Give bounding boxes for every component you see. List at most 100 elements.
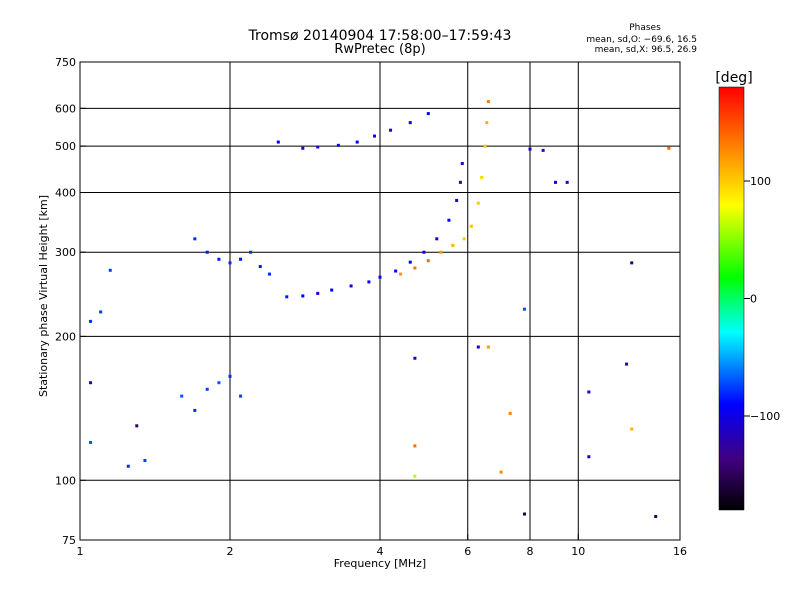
echo-point-scattered-echoes <box>625 362 629 366</box>
echo-point-spread-f-cluster <box>239 257 243 261</box>
echo-point-f2-x-mode-trace <box>485 121 489 125</box>
phases-line-o: mean, sd,O: −69.6, 16.5 <box>586 35 697 45</box>
x-tick-label: 16 <box>673 545 687 558</box>
echo-point-scattered-echoes <box>89 381 93 385</box>
y-tick-label: 400 <box>55 186 76 199</box>
echo-point-f2-x-mode-trace <box>486 100 490 104</box>
echo-point-spread-f-cluster <box>258 265 262 269</box>
y-tick-label: 300 <box>55 246 76 259</box>
grid-lines <box>80 62 680 540</box>
echo-point-f2-o-mode-trace <box>447 218 451 222</box>
echo-point-upper-oblique-trace <box>301 146 305 150</box>
y-tick-label: 600 <box>55 102 76 115</box>
echo-point-upper-oblique-trace <box>426 112 430 116</box>
echo-point-f2-o-mode-trace <box>422 250 426 254</box>
echo-point-low-frequency-echoes <box>89 319 93 323</box>
echo-point-scattered-echoes <box>553 180 557 184</box>
x-tick-label: 2 <box>227 545 234 558</box>
chart-subtitle: RwPretec (8p) <box>334 42 425 57</box>
echo-point-f2-o-mode-trace <box>378 275 382 279</box>
echo-point-low-echo-cluster <box>180 394 184 398</box>
x-tick-label: 6 <box>464 545 471 558</box>
y-tick-label: 200 <box>55 330 76 343</box>
echo-point-f2-o-mode-trace <box>435 237 439 241</box>
echo-point-spread-f-cluster <box>217 257 221 261</box>
echo-point-f2-x-mode-trace <box>480 175 484 179</box>
echo-point-scattered-echoes <box>541 148 545 152</box>
echo-point-upper-oblique-trace <box>316 145 320 149</box>
colorbar <box>718 86 745 511</box>
echo-point-f2-x-mode-trace <box>462 237 466 241</box>
y-tick-label: 750 <box>55 56 76 69</box>
echo-point-low-echo-cluster <box>217 381 221 385</box>
echo-point-f2-x-mode-trace <box>469 224 473 228</box>
echo-point-scattered-echoes <box>413 356 417 360</box>
echo-point-scattered-echoes <box>587 455 591 459</box>
echo-point-upper-oblique-trace <box>408 121 412 125</box>
y-axis-label: Stationary phase Virtual Height [km] <box>37 195 50 397</box>
axis-ticks: 1 2 4 6 8 10 16 75 100 200 300 400 500 600 750 <box>55 56 687 558</box>
echo-point-f2-x-mode-trace <box>399 272 403 276</box>
echo-point-f2-o-mode-trace <box>349 284 353 288</box>
echo-point-f2-x-mode-trace <box>413 266 417 270</box>
echo-point-scattered-echoes <box>486 345 490 349</box>
echo-point-scattered-echoes <box>587 390 591 394</box>
echo-point-low-echo-cluster <box>193 408 197 412</box>
echo-point-f2-x-mode-trace <box>426 259 430 263</box>
echo-point-spread-f-cluster <box>249 250 253 254</box>
x-tick-label: 1 <box>77 545 84 558</box>
x-tick-label: 8 <box>527 545 534 558</box>
echo-point-f2-x-mode-trace <box>476 201 480 205</box>
echo-point-scattered-echoes <box>654 514 658 518</box>
echo-point-scattered-echoes <box>528 147 532 151</box>
echo-point-upper-oblique-trace <box>389 128 393 132</box>
echo-point-spread-f-cluster <box>193 237 197 241</box>
y-tick-label: 75 <box>62 534 76 547</box>
echo-point-upper-oblique-trace <box>373 134 377 138</box>
echo-point-spread-f-cluster <box>228 261 232 265</box>
echo-point-scattered-echoes <box>523 307 527 311</box>
echo-point-scattered-echoes <box>413 474 417 478</box>
echo-point-low-echo-cluster <box>228 374 232 378</box>
echo-point-f2-x-mode-trace <box>451 243 455 247</box>
echo-point-low-frequency-echoes <box>108 268 112 272</box>
colorbar-tick-label: 100 <box>750 175 771 188</box>
echo-point-scattered-echoes <box>499 470 503 474</box>
echo-point-f2-x-mode-trace <box>439 250 443 254</box>
echo-point-scattered-echoes <box>667 146 671 150</box>
y-tick-label: 500 <box>55 140 76 153</box>
echo-point-f2-o-mode-trace <box>285 295 289 299</box>
echo-point-upper-oblique-trace <box>276 140 280 144</box>
echo-point-low-echo-cluster <box>239 394 243 398</box>
colorbar-label: [deg] <box>715 70 752 86</box>
echo-point-scattered-echoes <box>135 424 139 428</box>
x-tick-label: 4 <box>377 545 384 558</box>
y-tick-label: 100 <box>55 474 76 487</box>
echo-point-low-frequency-echoes <box>143 458 147 462</box>
x-axis-label: Frequency [MHz] <box>334 557 426 570</box>
echo-point-spread-f-cluster <box>267 272 271 276</box>
echo-point-low-frequency-echoes <box>126 464 130 468</box>
echo-point-scattered-echoes <box>476 345 480 349</box>
colorbar-tick-label: −100 <box>750 410 780 423</box>
echo-point-f2-o-mode-trace <box>394 269 398 273</box>
echo-point-f2-x-mode-trace <box>483 144 487 148</box>
echo-point-f2-o-mode-trace <box>458 180 462 184</box>
echo-point-f2-o-mode-trace <box>460 161 464 165</box>
echo-point-scattered-echoes <box>630 261 634 265</box>
echo-point-f2-o-mode-trace <box>330 288 334 292</box>
echo-point-low-frequency-echoes <box>89 440 93 444</box>
colorbar-tick-label: 0 <box>750 293 757 306</box>
echo-point-scattered-echoes <box>523 512 527 516</box>
echo-point-low-echo-cluster <box>205 387 209 391</box>
echo-point-spread-f-cluster <box>205 250 209 254</box>
echo-point-f2-o-mode-trace <box>316 291 320 295</box>
echo-point-scattered-echoes <box>413 444 417 448</box>
phases-title: Phases <box>629 23 661 33</box>
x-tick-label: 10 <box>571 545 585 558</box>
echo-point-scattered-echoes <box>508 411 512 415</box>
echo-point-scattered-echoes <box>565 180 569 184</box>
echo-points <box>89 100 671 518</box>
colorbar-ticks: 100 0 −100 <box>744 175 780 423</box>
